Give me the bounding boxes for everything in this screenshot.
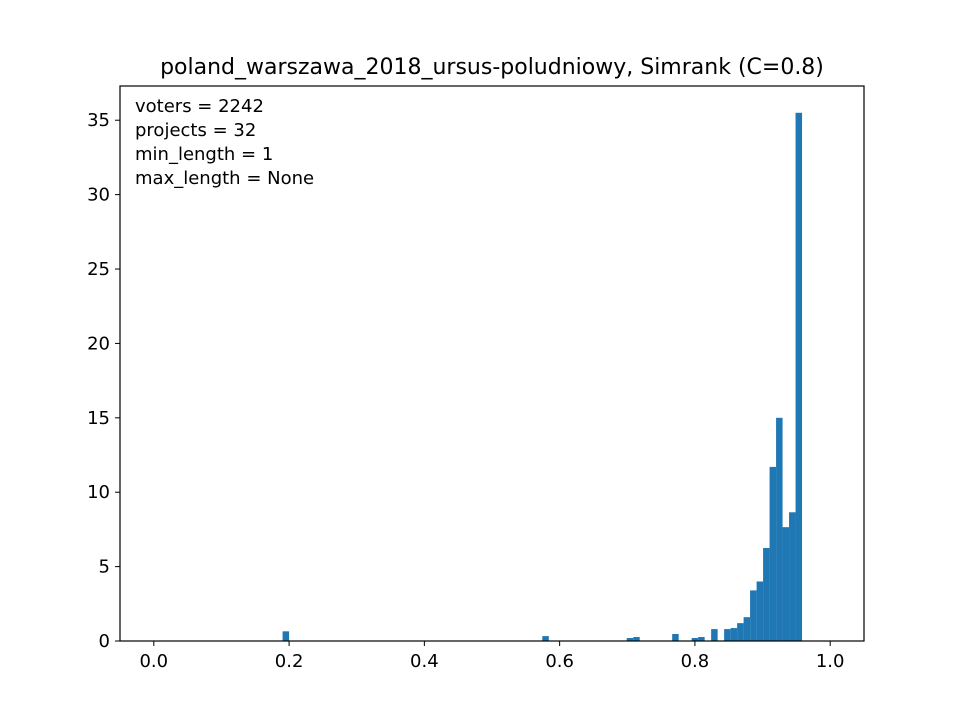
histogram-bar-16 [776,417,783,641]
annotation-block: voters = 2242 projects = 32 min_length =… [135,96,314,189]
histogram-bar-5 [691,638,699,641]
x-tick-label: 0.4 [410,651,439,672]
x-tick-label: 0.8 [681,651,710,672]
histogram-bar-15 [769,466,777,641]
annotation-projects: projects = 32 [135,120,256,141]
x-tick-label: 0.2 [275,651,304,672]
histogram-bar-14 [763,548,770,641]
x-tick-label: 0.6 [545,651,574,672]
histogram-bar-9 [730,628,738,641]
y-tick-label: 5 [99,557,110,578]
annotation-voters: voters = 2242 [135,96,264,117]
chart-title: poland_warszawa_2018_ursus-poludniowy, S… [160,55,824,80]
y-tick-label: 15 [87,408,110,429]
annotation-min-length: min_length = 1 [135,144,273,165]
plot-frame [119,85,865,642]
histogram-bar-13 [756,581,764,641]
y-tick-label: 20 [87,333,110,354]
histogram-bar-8 [724,629,731,641]
histogram-bar-11 [743,617,751,641]
histogram-bar-4 [672,634,679,641]
y-tick-label: 35 [87,110,110,131]
histogram-bar-10 [737,623,744,641]
y-tick-label: 30 [87,185,110,206]
annotation-max-length: max_length = None [135,168,314,189]
histogram-bar-7 [711,629,718,641]
x-axis: 0.0 0.2 0.4 0.6 0.8 1.0 [139,641,845,672]
histogram-bar-2 [626,638,634,641]
histogram-bar-18 [789,512,796,641]
y-tick-label: 25 [87,259,110,280]
y-axis: 0 5 10 15 20 25 30 35 [87,110,120,652]
histogram-bar-17 [782,527,790,641]
histogram-bar-6 [698,636,705,641]
histogram-bar-0 [282,631,290,641]
y-tick-label: 0 [99,631,110,652]
histogram-bar-3 [633,636,640,641]
histogram-bar-19 [795,112,803,642]
histogram-bar-1 [542,636,549,641]
x-tick-label: 1.0 [816,651,845,672]
x-tick-label: 0.0 [139,651,168,672]
bars-group [282,112,803,642]
y-tick-label: 10 [87,482,110,503]
histogram-bar-12 [750,590,757,641]
